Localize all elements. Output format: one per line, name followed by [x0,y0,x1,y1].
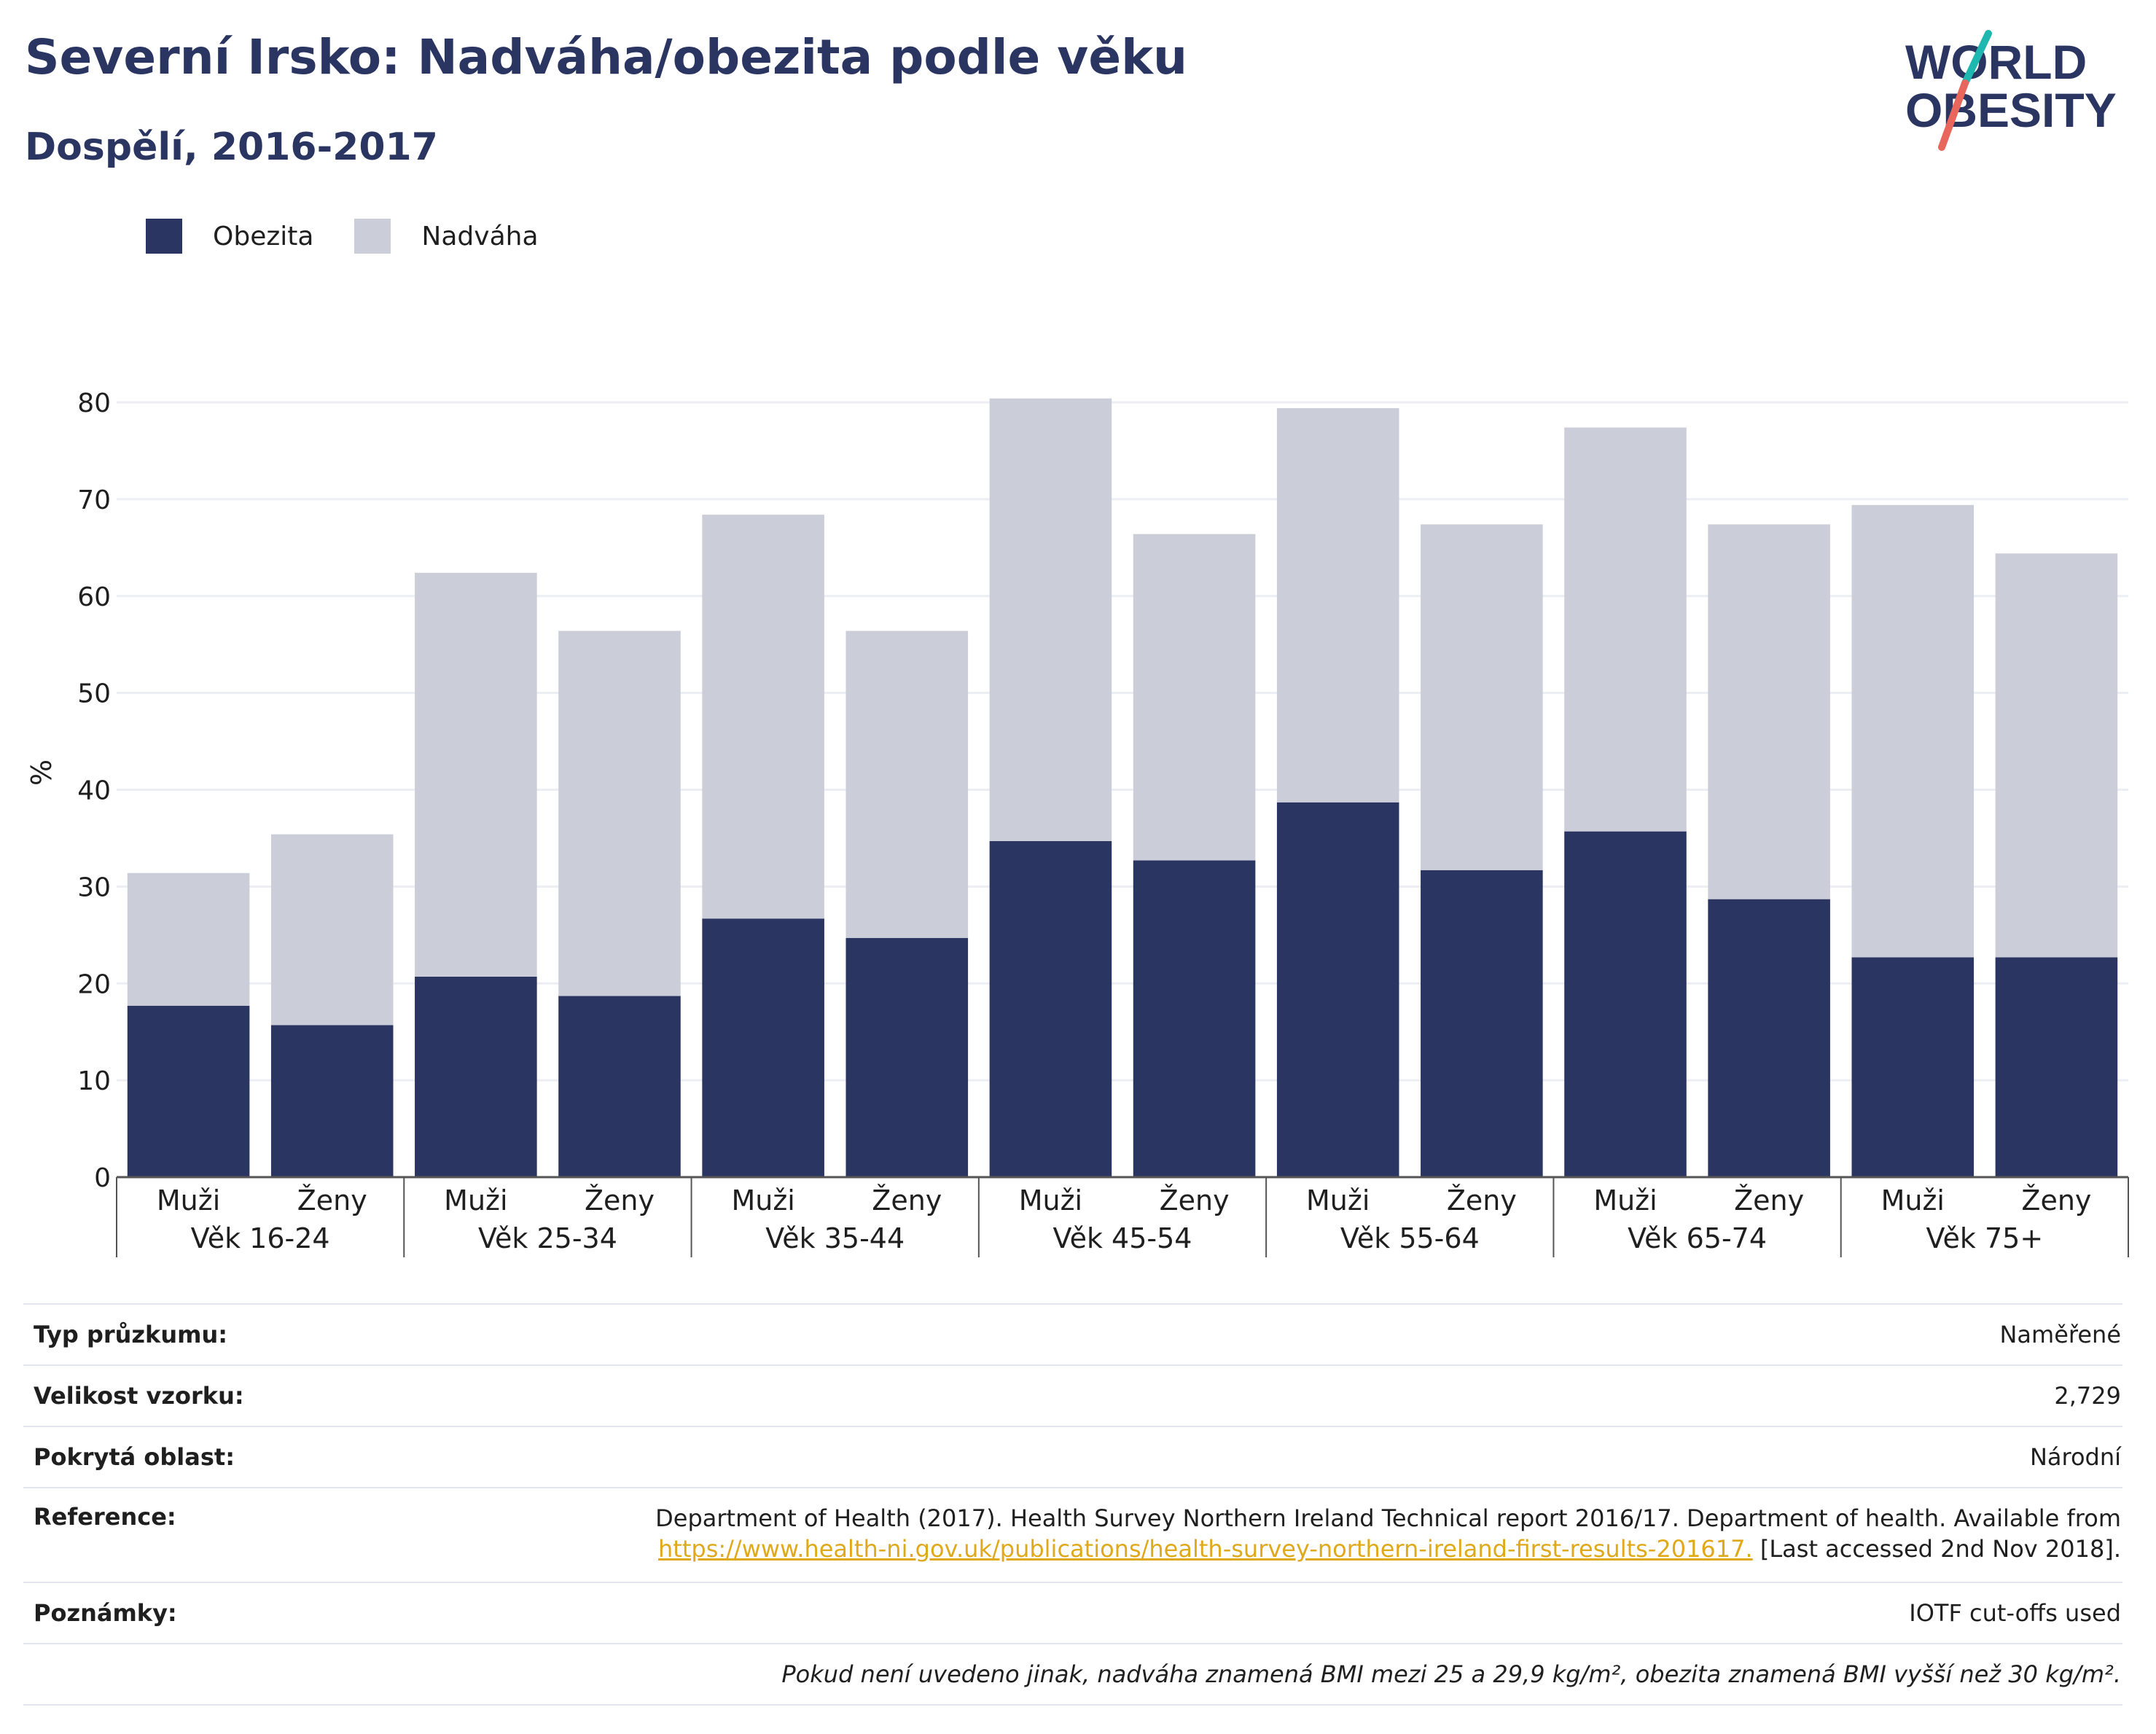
bar-obezita [1564,831,1687,1177]
chart-legend: Obezita Nadváha [146,217,579,255]
bar-nadvaha [1421,524,1543,870]
bar-nadvaha [1133,534,1256,861]
info-row-area: Pokrytá oblast: Národní [23,1427,2122,1488]
logo-line1: WORLD [1905,35,2087,89]
y-tick-label: 10 [77,1066,111,1096]
notes-value: IOTF cut-offs used [1909,1599,2121,1627]
chart-subtitle: Dospělí, 2016-2017 [25,125,438,169]
legend-swatch-obezita [146,219,182,254]
info-row-sample-size: Velikost vzorku: 2,729 [23,1366,2122,1427]
bar-nadvaha [1564,427,1687,832]
y-tick-label: 0 [94,1163,111,1193]
x-subcategory-label: Muži [1306,1184,1370,1216]
info-row-notes: Poznámky: IOTF cut-offs used [23,1583,2122,1644]
reference-link[interactable]: https://www.health-ni.gov.uk/publication… [658,1535,1753,1563]
x-subcategory-label: Muži [157,1184,220,1216]
info-table: Typ průzkumu: Naměřené Velikost vzorku: … [23,1303,2122,1706]
bar-obezita [1851,957,1975,1177]
x-group-label: Věk 16-24 [191,1222,330,1254]
x-group-label: Věk 25-34 [478,1222,617,1254]
bar-obezita [1421,870,1543,1177]
x-group-label: Věk 35-44 [765,1222,905,1254]
bar-obezita [702,918,824,1177]
bar-obezita [989,840,1112,1177]
x-subcategory-label: Muži [1019,1184,1082,1216]
bar-nadvaha [845,630,969,938]
bar-obezita [1708,899,1830,1177]
bar-nadvaha [1851,504,1975,958]
y-tick-label: 70 [77,485,111,515]
x-subcategory-label: Ženy [1734,1184,1804,1216]
bar-nadvaha [415,572,537,977]
x-group-label: Věk 55-64 [1340,1222,1480,1254]
world-obesity-logo: WORLD OBESITY [1905,30,2117,151]
area-value: Národní [2029,1443,2121,1471]
bar-obezita [845,937,969,1177]
y-tick-label: 60 [77,582,111,612]
legend-swatch-nadvaha [354,219,391,254]
y-tick-label: 50 [77,679,111,709]
chart-title: Severní Irsko: Nadváha/obezita podle věk… [25,29,1187,85]
bar-nadvaha [1708,524,1830,899]
info-row-footnote: Pokud není uvedeno jinak, nadváha znamen… [23,1644,2122,1706]
x-subcategory-label: Muži [1593,1184,1657,1216]
x-subcategory-label: Muži [731,1184,794,1216]
bar-obezita [1133,860,1256,1177]
bar-nadvaha [127,872,250,1006]
reference-value: Department of Health (2017). Health Surv… [655,1503,2122,1564]
bar-nadvaha [702,515,824,919]
survey-type-value: Naměřené [1999,1321,2121,1348]
area-label: Pokrytá oblast: [34,1443,235,1471]
bar-nadvaha [558,630,681,996]
y-tick-label: 20 [77,969,111,999]
info-row-survey-type: Typ průzkumu: Naměřené [23,1303,2122,1366]
bar-nadvaha [1276,407,1399,802]
footnote: Pokud není uvedeno jinak, nadváha znamen… [781,1660,2121,1688]
reference-suffix: [Last accessed 2nd Nov 2018]. [1759,1535,2121,1563]
notes-label: Poznámky: [34,1599,177,1627]
bar-obezita [1276,802,1399,1177]
bar-nadvaha [270,834,394,1026]
bar-nadvaha [989,398,1112,841]
legend-label-nadvaha: Nadváha [421,221,539,251]
stacked-bar-chart: 0 10 20 30 40 50 60 70 80% Muži Ženy Věk 16-24 Muži Ž… [26,388,2129,1257]
logo-line2: OBESITY [1905,83,2117,137]
x-subcategory-label: Ženy [1160,1184,1230,1216]
survey-type-label: Typ průzkumu: [34,1321,228,1348]
y-tick-label: 40 [77,776,111,806]
x-subcategory-label: Muži [444,1184,507,1216]
x-subcategory-label: Ženy [585,1184,655,1216]
x-subcategory-label: Ženy [1447,1184,1517,1216]
bar-obezita [558,996,681,1177]
x-subcategory-label: Muži [1881,1184,1945,1216]
sample-size-value: 2,729 [2054,1382,2121,1410]
x-subcategory-label: Ženy [872,1184,942,1216]
x-group-label: Věk 45-54 [1053,1222,1192,1254]
y-tick-label: 80 [77,388,111,418]
bar-obezita [1995,957,2118,1177]
info-row-reference: Reference: Department of Health (2017). … [23,1488,2122,1583]
reference-label: Reference: [34,1503,176,1531]
x-subcategory-label: Ženy [297,1184,367,1216]
bar-obezita [415,976,537,1177]
sample-size-label: Velikost vzorku: [34,1382,244,1410]
y-tick-label: 30 [77,872,111,902]
x-group-label: Věk 65-74 [1628,1222,1767,1254]
x-subcategory-label: Ženy [2021,1184,2091,1216]
bar-nadvaha [1995,553,2118,958]
reference-text: Department of Health (2017). Health Surv… [655,1504,2121,1532]
bar-obezita [270,1025,394,1177]
x-group-label: Věk 75+ [1926,1222,2044,1254]
bar-obezita [127,1005,250,1177]
y-axis-label: % [26,759,58,786]
legend-label-obezita: Obezita [213,221,314,251]
